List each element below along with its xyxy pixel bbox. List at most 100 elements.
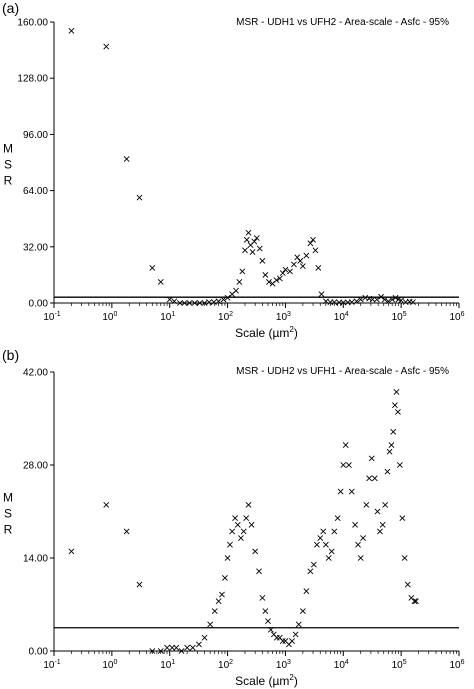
y-tick-label: 14.00 [23,554,48,565]
y-tick-label: 0.00 [29,299,49,310]
data-point [385,298,392,305]
data-point [404,581,411,588]
data-point [227,541,233,548]
y-axis-label-letter: M [3,491,13,505]
x-tick-label: 103 [276,311,291,323]
chart-title: MSR - UDH1 vs UFH2 - Area-scale - Asfc -… [236,17,449,28]
data-point [391,402,398,409]
y-tick-label: 160.00 [17,18,48,29]
data-point [157,279,164,285]
data-point [325,555,332,561]
y-axis-label-letter: R [4,174,13,188]
data-point [136,194,143,201]
data-point [215,298,222,305]
data-point [307,568,314,575]
data-point [322,541,329,548]
data-point [211,608,218,615]
data-point [411,598,418,605]
data-point [353,298,360,305]
data-point [251,238,258,245]
data-point [273,634,280,641]
data-point [282,266,289,273]
data-point [123,528,130,535]
data-point [68,548,75,555]
x-tick-label: 101 [160,311,175,323]
data-point [348,299,355,306]
data-point [207,621,214,628]
data-point [312,247,319,254]
data-point [352,521,359,528]
data-point [237,535,244,541]
data-point [331,299,338,306]
chart-panel-2: (b) MSR - UDH2 vs UFH1 - Area-scale - Asf… [2,347,465,688]
data-point [103,43,110,50]
data-point [178,648,185,654]
x-tick-label: 103 [276,659,291,671]
y-tick-label: 28.00 [23,461,48,472]
data-point [233,287,239,294]
data-point [303,588,310,595]
data-point [292,631,299,638]
data-point [123,156,130,162]
data-point [220,296,227,303]
data-point [262,608,269,615]
x-tick-label: 104 [334,659,349,671]
data-point [390,428,397,435]
data-point [287,268,293,275]
data-point [392,294,399,301]
data-point [186,300,193,306]
data-point [224,555,231,561]
y-axis-label-letter: R [4,523,13,537]
data-point [279,270,286,277]
data-point [273,277,280,284]
data-point [307,240,314,247]
chart-title: MSR - UDH2 vs UFH1 - Area-scale - Asfc -… [236,366,449,377]
data-point [149,264,156,271]
data-point [219,591,225,598]
data-point [173,644,180,651]
data-point [201,634,208,641]
data-point [410,299,416,306]
x-tick-label: 101 [160,659,175,671]
y-axis-label-letter: S [4,507,12,521]
data-point [249,249,256,255]
data-point [232,515,239,522]
data-point [388,442,395,448]
data-point [342,442,349,448]
data-point [266,279,272,285]
data-point [363,501,370,508]
y-tick-label: 32.00 [23,242,48,253]
data-point [366,475,373,482]
data-point [242,247,248,254]
data-point [357,555,364,561]
x-tick-label: 100 [102,311,117,323]
data-point [371,475,378,482]
data-point [393,389,400,395]
data-point [382,501,389,508]
data-point [245,229,252,236]
panel-label: (a) [2,0,19,16]
data-point [340,299,347,306]
data-point [328,548,335,555]
x-tick-label: 105 [392,659,407,671]
data-point [196,300,203,306]
x-axis-label: Scale (µm2) [235,673,298,688]
data-point [377,528,383,535]
data-point [248,521,255,528]
y-tick-label: 0.00 [29,647,49,658]
data-point [276,275,283,282]
data-point [224,294,231,301]
data-point [240,528,247,535]
data-point [262,271,269,278]
data-point [360,535,367,541]
data-point [181,300,188,306]
data-point [357,296,364,303]
y-axis-label-letter: M [3,142,13,156]
data-point [310,561,317,568]
data-point [149,648,156,654]
data-point [295,621,302,628]
data-point [166,296,173,303]
y-axis-label-letter: S [4,158,12,172]
data-point [374,508,381,515]
